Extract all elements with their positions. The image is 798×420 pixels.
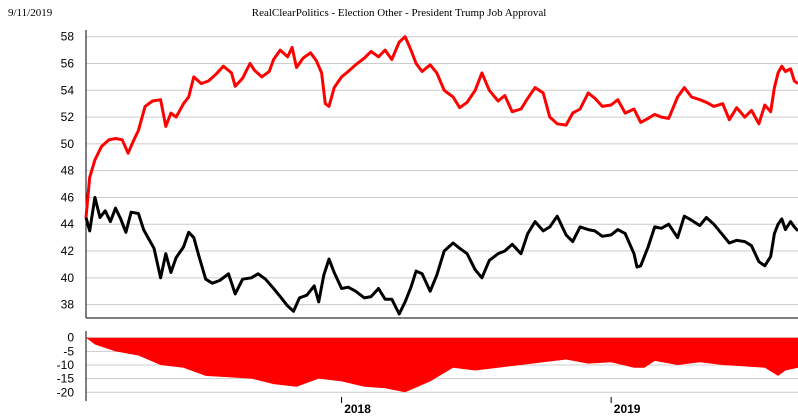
- chart-title: RealClearPolitics - Election Other - Pre…: [251, 7, 547, 19]
- y-tick-label: 50: [61, 137, 75, 151]
- y-tick-label: 58: [61, 30, 75, 44]
- y-tick-label: 42: [61, 244, 75, 258]
- spread-y-tick-label: -5: [63, 344, 74, 358]
- y-tick-label: 46: [61, 190, 75, 204]
- approve-line: [84, 195, 798, 316]
- y-tick-label: 56: [61, 56, 75, 70]
- y-tick-label: 54: [61, 83, 75, 97]
- y-tick-label: 48: [61, 164, 75, 178]
- spread-y-tick-label: -20: [57, 385, 75, 399]
- y-tick-label: 40: [61, 271, 75, 285]
- date-stamp: 9/11/2019: [8, 7, 53, 19]
- x-tick-label: 2018: [344, 402, 371, 415]
- spread-y-tick-label: -10: [57, 358, 75, 372]
- spread-area-0: [86, 337, 798, 393]
- y-tick-label: 38: [61, 298, 75, 312]
- y-tick-label: 44: [61, 217, 75, 231]
- x-tick-label: 2019: [614, 402, 641, 415]
- y-tick-label: 52: [61, 110, 75, 124]
- disapprove-line: [84, 35, 798, 218]
- spread-y-tick-label: 0: [67, 331, 74, 345]
- spread-y-tick-label: -15: [57, 372, 75, 386]
